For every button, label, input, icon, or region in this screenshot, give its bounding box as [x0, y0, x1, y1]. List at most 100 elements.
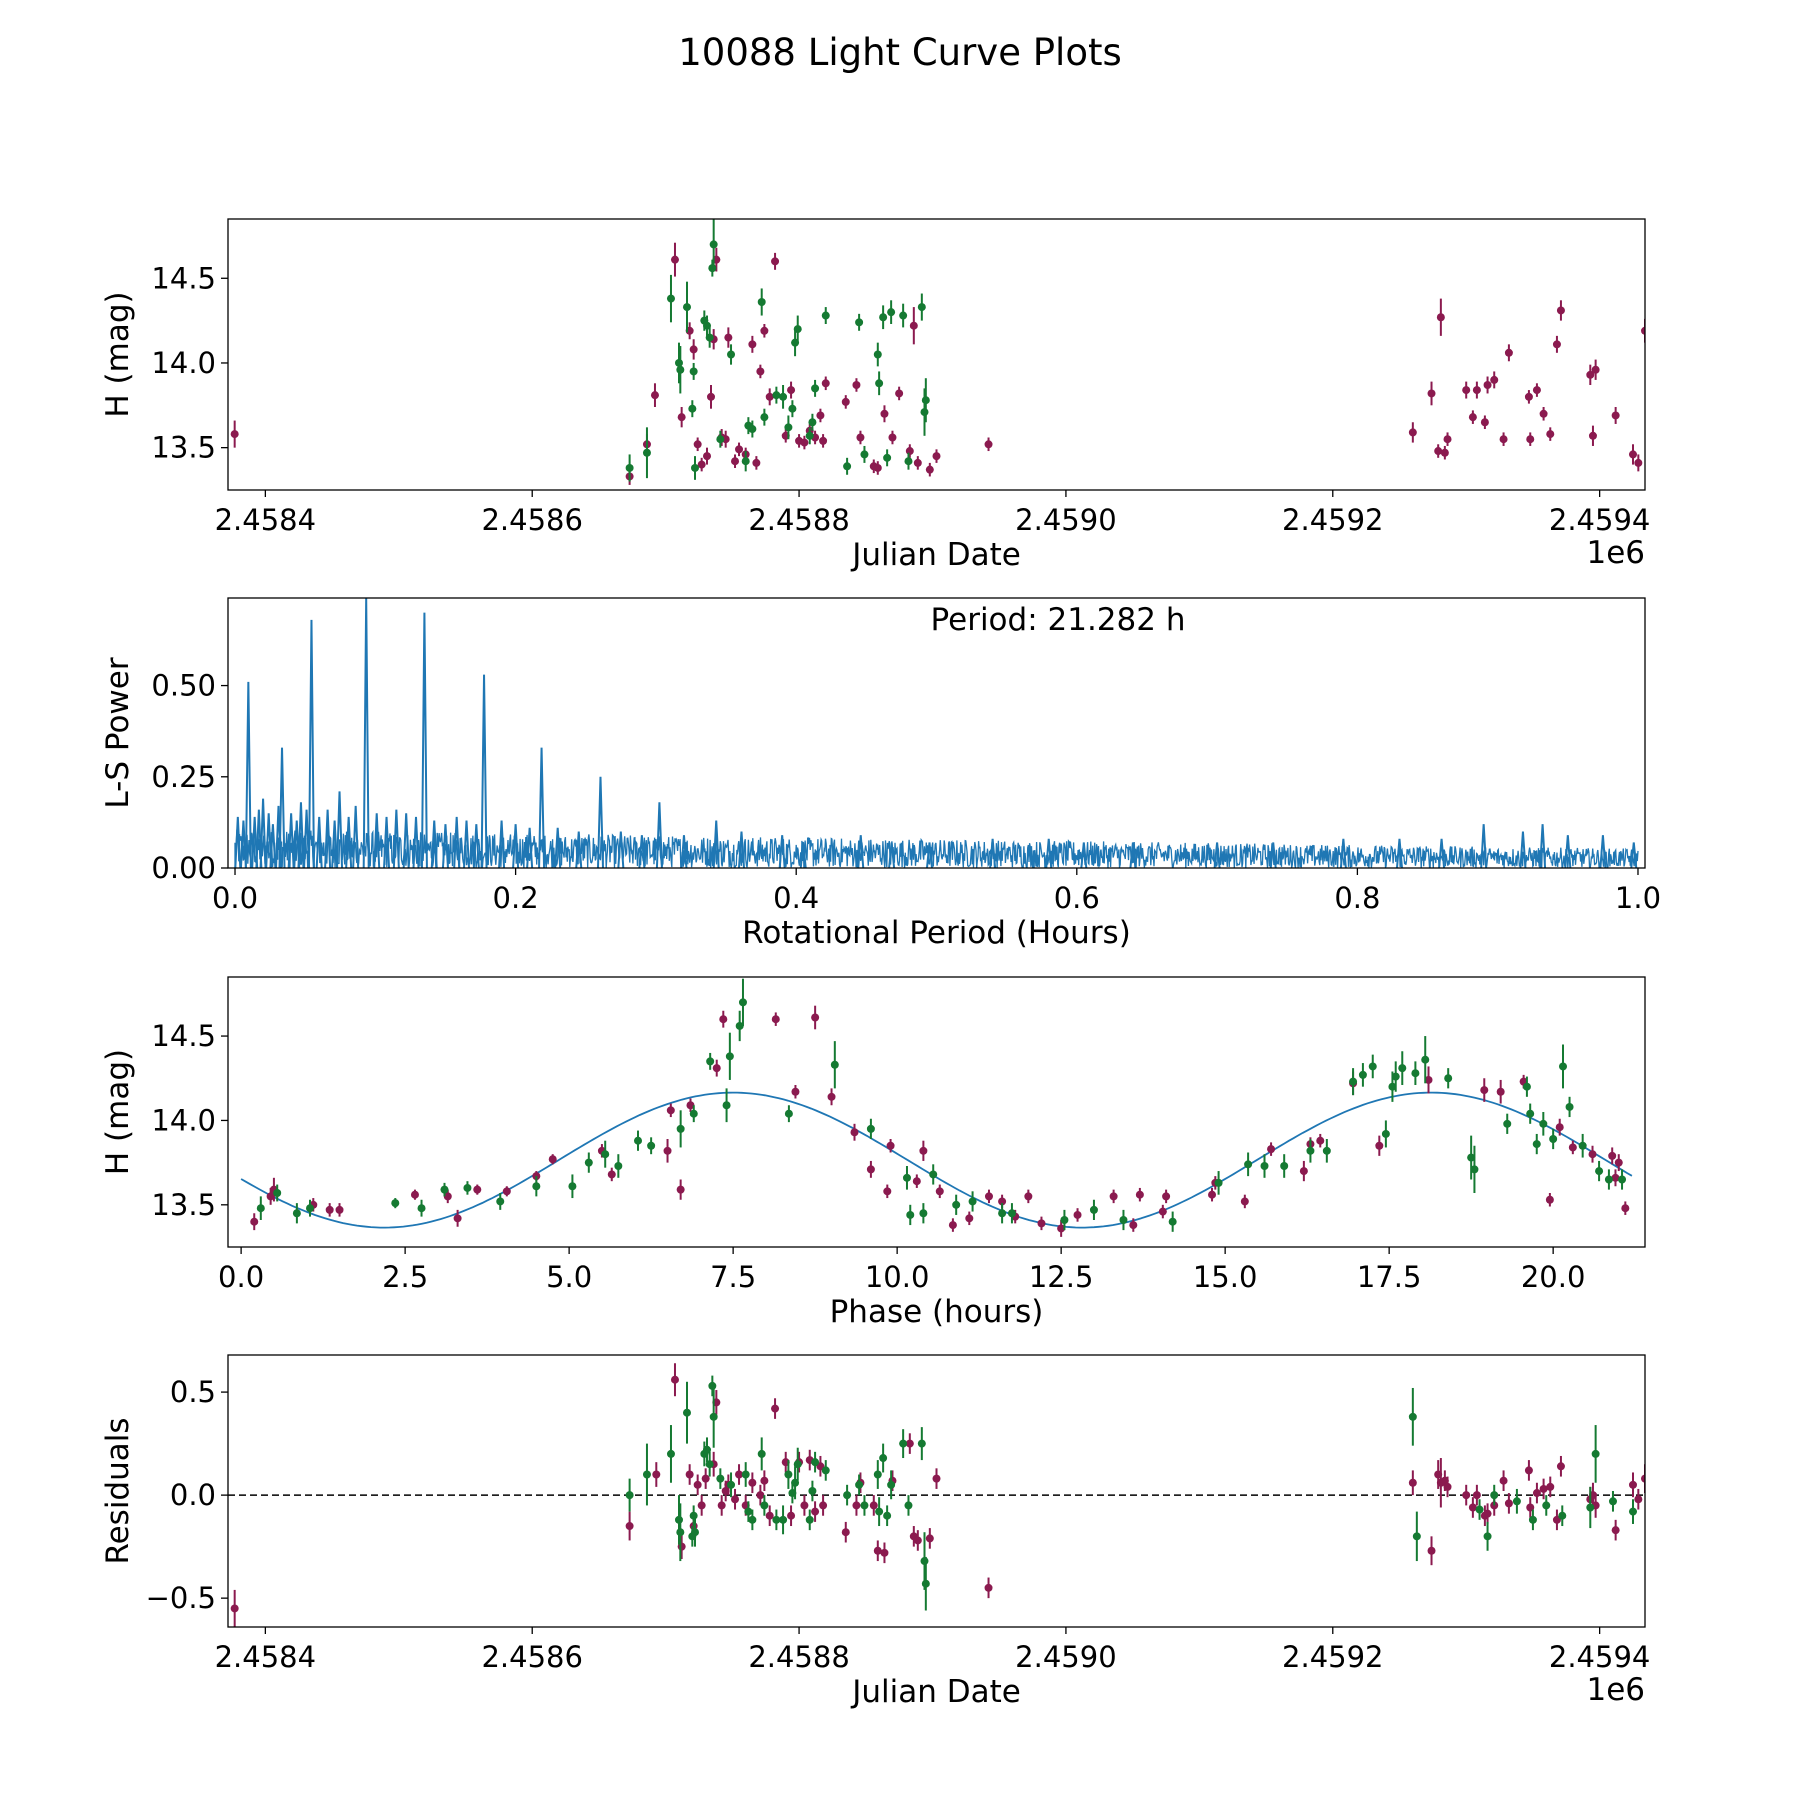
data-point: [1499, 1476, 1508, 1485]
data-point: [875, 1507, 884, 1516]
data-point: [852, 380, 861, 389]
y-axis-label: H (mag): [100, 1049, 136, 1175]
panel-residuals: 2.4584 2.4586 2.4588 2.4590 2.4592 2.4594 −0.5…: [100, 1354, 1650, 1710]
y-tick-label: 0.50: [151, 669, 216, 703]
periodogram-peak: [480, 674, 488, 868]
data-point: [805, 431, 814, 440]
data-point: [919, 1209, 928, 1218]
data-point: [306, 1204, 315, 1213]
axis-offset-label: 1e6: [1586, 535, 1645, 571]
periodogram-peak: [498, 820, 506, 868]
data-point: [744, 1507, 753, 1516]
data-point: [705, 1460, 714, 1469]
periodogram-peak: [412, 816, 420, 868]
data-point: [800, 1501, 809, 1510]
y-axis-label: L-S Power: [100, 657, 136, 808]
data-point: [1443, 1482, 1452, 1491]
data-point: [735, 445, 744, 454]
data-point: [855, 1480, 864, 1489]
periodogram-peak: [463, 820, 471, 868]
periodogram-peak: [402, 813, 410, 868]
periodogram-peak: [259, 798, 267, 868]
data-point: [1260, 1162, 1269, 1170]
axes-frame: [227, 1354, 1646, 1628]
data-point: [1611, 1526, 1620, 1535]
data-point: [689, 1511, 698, 1520]
data-point: [719, 1015, 728, 1024]
data-point: [921, 396, 930, 405]
periodogram-peak: [331, 820, 339, 868]
data-point: [873, 1470, 882, 1479]
data-point: [760, 1501, 769, 1510]
data-point: [707, 392, 716, 401]
data-point: [760, 413, 769, 422]
data-point: [1522, 1082, 1531, 1091]
data-point: [765, 1511, 774, 1520]
periodogram-peak: [655, 802, 663, 868]
x-tick-label: 2.4588: [748, 1640, 849, 1674]
data-point: [821, 1466, 830, 1475]
data-point: [772, 391, 781, 400]
periodogram-peak: [453, 816, 461, 868]
x-axis-label: Rotational Period (Hours): [742, 915, 1131, 951]
data-point: [1411, 1069, 1420, 1078]
data-point: [670, 255, 679, 264]
data-point: [899, 1439, 908, 1448]
data-point: [756, 1491, 765, 1500]
data-point: [1408, 428, 1417, 437]
data-point: [703, 452, 712, 461]
data-point: [666, 1449, 675, 1458]
data-point: [709, 1412, 718, 1421]
data-point: [708, 264, 717, 273]
series-green: [625, 1375, 1637, 1611]
data-point: [674, 1515, 683, 1524]
data-point: [1628, 1507, 1637, 1516]
data-point: [1546, 1482, 1555, 1491]
data-point: [1552, 340, 1561, 349]
data-point: [906, 1210, 915, 1219]
series-maroon: [230, 242, 1645, 485]
data-point: [811, 1507, 820, 1516]
data-point: [1462, 386, 1471, 395]
data-point: [919, 1146, 928, 1155]
data-point: [1089, 1205, 1098, 1214]
periodogram-peak: [307, 619, 315, 868]
data-point: [1618, 1175, 1627, 1184]
data-point: [1555, 1123, 1564, 1132]
data-point: [748, 425, 757, 434]
data-point: [292, 1209, 301, 1218]
data-point: [879, 1454, 888, 1463]
data-point: [1208, 1190, 1217, 1199]
data-point: [273, 1189, 282, 1197]
data-point: [1565, 1102, 1574, 1111]
data-point: [843, 1491, 852, 1500]
x-tick-label: 0.8: [1334, 881, 1380, 915]
y-axis-label: Residuals: [100, 1417, 136, 1564]
data-point: [410, 1190, 419, 1199]
periodogram-peak: [596, 776, 604, 868]
data-point: [689, 345, 698, 354]
data-point: [1060, 1216, 1069, 1224]
data-point: [1634, 1495, 1643, 1504]
data-point: [1349, 1077, 1358, 1086]
data-point: [716, 1474, 725, 1483]
data-point: [725, 1052, 734, 1061]
periodogram-peak: [1630, 842, 1638, 868]
data-point: [1641, 1474, 1645, 1483]
series-green: [256, 978, 1627, 1232]
data-point: [752, 458, 761, 467]
data-point: [757, 1449, 766, 1458]
data-point: [391, 1199, 400, 1208]
data-point: [230, 430, 239, 439]
data-point: [1444, 1074, 1453, 1083]
data-point: [676, 1528, 685, 1537]
periodogram-peak: [1395, 838, 1403, 868]
x-tick-label: 0.2: [493, 881, 539, 915]
data-point: [869, 1501, 878, 1510]
periodogram-peak: [1269, 842, 1277, 868]
data-point: [1641, 326, 1645, 335]
data-point: [1440, 448, 1449, 457]
periodogram-peak: [420, 612, 428, 868]
data-point: [1024, 1192, 1033, 1201]
data-point: [929, 1170, 938, 1179]
